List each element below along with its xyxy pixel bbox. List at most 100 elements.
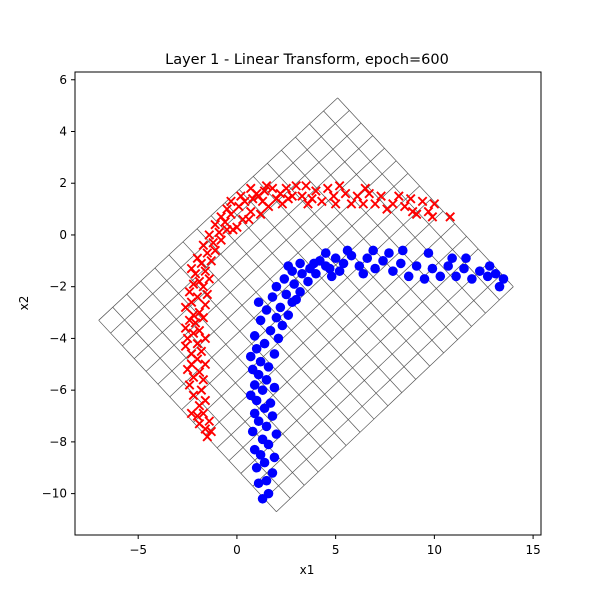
circle-marker-point [283, 261, 294, 271]
data-series [180, 180, 509, 504]
x-marker-point [214, 227, 225, 238]
circle-marker-point [295, 287, 305, 297]
circle-marker-point [253, 416, 264, 426]
x-marker-point [196, 346, 207, 357]
x-marker-point [206, 255, 217, 266]
x-tick-label: 10 [427, 543, 442, 557]
circle-marker-point [275, 302, 286, 313]
x-marker-point [194, 276, 205, 287]
circle-marker-point [283, 310, 294, 320]
circle-marker-point [297, 268, 307, 279]
x-marker-point [186, 263, 197, 274]
grid-line [98, 320, 277, 512]
x-marker-point [204, 416, 215, 427]
circle-marker-point [261, 375, 272, 385]
circle-marker-point [267, 411, 278, 421]
circle-marker-point [494, 281, 505, 292]
x-marker-point [186, 349, 197, 359]
x-marker-point [194, 418, 205, 429]
x-marker-point [301, 180, 311, 191]
circle-marker-point [245, 351, 256, 362]
x-marker-point [399, 201, 410, 212]
x-marker-point [208, 237, 219, 248]
x-marker-point [322, 183, 333, 194]
y-axis: 6 4 2 0 −2 −4 −6 −8 −10 [42, 73, 75, 501]
x-marker-point [198, 374, 209, 385]
x-marker-point [257, 196, 268, 207]
grid-line [205, 210, 444, 436]
circle-marker-point [338, 258, 349, 269]
circle-marker-point [257, 434, 268, 445]
y-tick-label: 6 [59, 73, 67, 87]
grid-line [210, 215, 389, 407]
circle-marker-point [396, 258, 406, 269]
circle-marker-point [459, 263, 469, 274]
circle-marker-point [263, 488, 274, 499]
circle-marker-point [443, 261, 453, 271]
grid-line [193, 198, 432, 423]
x-marker-point [407, 206, 418, 217]
x-marker-point [445, 211, 456, 222]
x-marker-point [216, 211, 226, 222]
grid-line [281, 149, 458, 340]
x-marker-point [200, 395, 211, 406]
x-marker-point [206, 426, 217, 437]
y-tick-label: −4 [49, 331, 67, 345]
circle-marker-point [269, 452, 280, 463]
transformed-grid [98, 97, 514, 512]
circle-marker-point [273, 333, 284, 344]
x-marker-point [226, 196, 236, 207]
grid-line [264, 273, 502, 500]
grid-line [295, 136, 472, 327]
circle-marker-point [277, 320, 288, 331]
circle-marker-point [320, 248, 331, 258]
circle-marker-point [255, 356, 266, 367]
grid-line [140, 280, 319, 473]
y-tick-label: −8 [49, 435, 67, 449]
x-marker-point [245, 183, 256, 194]
x-marker-point [267, 183, 278, 194]
y-tick-label: −6 [49, 383, 67, 397]
grid-line [323, 110, 500, 301]
circle-marker-point [251, 462, 262, 473]
circle-marker-point [291, 294, 301, 305]
y-tick-label: 2 [59, 176, 67, 190]
x-marker-point [303, 199, 313, 209]
circle-marker-point [303, 276, 313, 287]
grid-line [169, 173, 409, 398]
circle-marker-point [423, 248, 434, 258]
x-marker-point [192, 292, 203, 302]
circle-marker-point [451, 271, 461, 282]
x-marker-point [245, 206, 256, 217]
x-tick-label: 15 [525, 543, 540, 557]
x-marker-point [210, 219, 221, 230]
circle-marker-point [419, 274, 430, 284]
x-marker-point [192, 411, 203, 421]
circle-marker-point [411, 261, 422, 271]
circle-marker-point [263, 362, 274, 372]
circle-marker-point [388, 266, 398, 276]
x-axis: −5 0 5 10 15 [129, 535, 541, 557]
circle-marker-point [265, 398, 276, 408]
x-marker-point [222, 204, 232, 214]
grid-line [122, 122, 362, 347]
circle-marker-point [482, 271, 493, 282]
circle-marker-point [245, 390, 256, 401]
circle-marker-point [370, 263, 380, 274]
circle-marker-point [247, 426, 258, 437]
circle-marker-point [249, 408, 260, 419]
grid-line [309, 123, 486, 314]
x-marker-point [358, 199, 369, 209]
circle-marker-point [271, 281, 282, 292]
chart-title: Layer 1 - Linear Transform, epoch=600 [165, 52, 449, 68]
x-marker-point [360, 183, 371, 194]
x-marker-point [200, 299, 211, 310]
x-marker-point [188, 328, 199, 339]
x-marker-point [334, 180, 345, 191]
grid-line [154, 267, 333, 460]
x-marker-point [429, 199, 440, 209]
circle-marker-point [257, 385, 268, 395]
x-marker-point [180, 341, 191, 352]
x-marker-point [204, 230, 215, 240]
